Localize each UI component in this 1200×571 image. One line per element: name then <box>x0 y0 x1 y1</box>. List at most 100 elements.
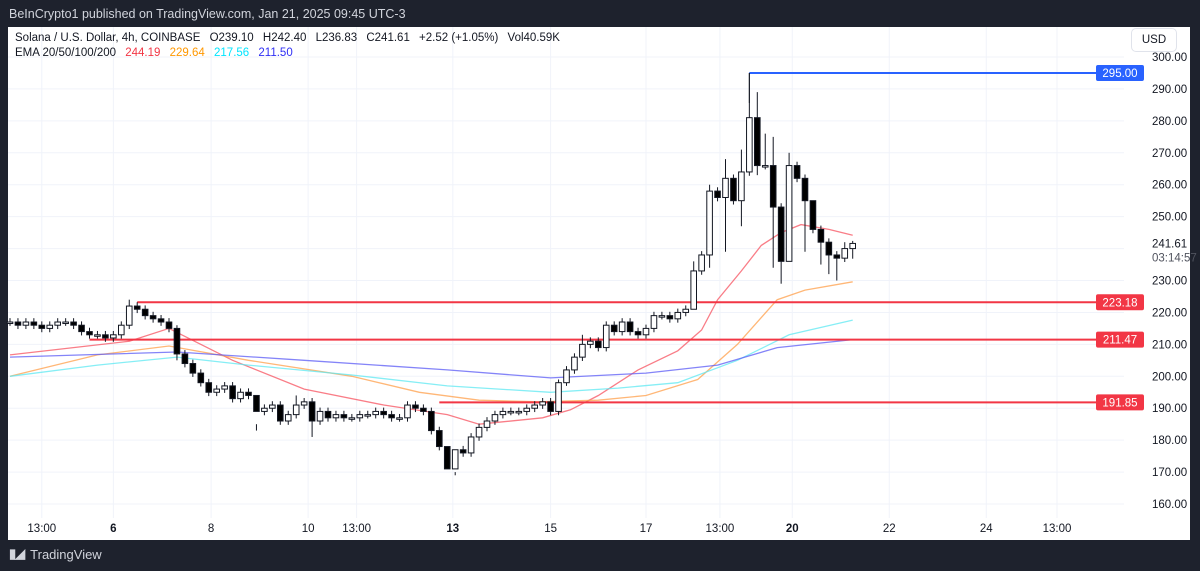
candle-down <box>825 241 833 256</box>
y-tick-label: 180.00 <box>1152 435 1187 447</box>
candle-up <box>602 324 610 349</box>
candle-down <box>443 446 451 470</box>
candle-down <box>189 363 197 374</box>
x-tick-label: 20 <box>786 523 799 535</box>
candle-up <box>261 407 268 412</box>
price-level-label: 295.00 <box>1102 68 1137 80</box>
y-tick-label: 230.00 <box>1152 276 1187 288</box>
candle-up <box>555 382 562 412</box>
candle-down <box>666 315 674 320</box>
legend-change: +2.52 (+1.05%) <box>419 32 499 44</box>
candle-up <box>523 407 531 412</box>
ema-line-ema20 <box>9 223 853 425</box>
x-tick-label: 8 <box>208 523 214 535</box>
candle-up <box>94 334 101 337</box>
chart-panel[interactable] <box>8 27 1190 540</box>
y-tick-label: 160.00 <box>1152 499 1187 511</box>
candle-down <box>714 190 721 198</box>
candle-up <box>515 410 523 414</box>
candle-down <box>141 308 149 317</box>
candle-up <box>571 356 578 371</box>
candle-up <box>618 321 626 333</box>
ema50-value: 229.64 <box>169 47 205 59</box>
candle-down <box>833 254 841 259</box>
x-tick-label: 24 <box>980 523 993 535</box>
currency-button[interactable]: USD <box>1131 28 1177 52</box>
candle-up <box>563 369 570 384</box>
candle-up <box>221 385 228 390</box>
legend-low: L236.83 <box>315 32 358 44</box>
candle-down <box>420 407 427 412</box>
candle-up <box>499 410 507 416</box>
candle-up <box>706 190 713 256</box>
candle-down <box>777 206 785 262</box>
price-level-label: 211.47 <box>1103 335 1137 347</box>
candle-down <box>547 401 554 412</box>
candle-up <box>738 171 745 202</box>
candle-down <box>308 401 316 422</box>
legend-symbol: Solana / U.S. Dollar, 4h, COINBASE <box>15 32 201 44</box>
candle-up <box>348 417 356 420</box>
candle-down <box>809 200 817 230</box>
y-tick-label: 280.00 <box>1152 116 1187 128</box>
candle-up <box>650 315 658 329</box>
last-price-label: 241.61 <box>1152 238 1187 250</box>
candle-up <box>674 311 682 320</box>
candle-up <box>62 321 69 325</box>
ema20-value: 244.19 <box>125 47 161 59</box>
candle-up <box>125 305 133 326</box>
ema100-value: 217.56 <box>214 47 250 59</box>
candle-up <box>539 401 546 406</box>
candle-down <box>205 382 213 393</box>
candle-down <box>165 321 173 329</box>
y-tick-label: 210.00 <box>1152 339 1187 351</box>
candle-up <box>6 321 14 325</box>
candle-up <box>761 165 769 168</box>
tradingview-logo-icon: ▮◢ <box>9 546 25 561</box>
candle-up <box>722 177 729 198</box>
candle-down <box>793 165 801 179</box>
candle-up <box>785 165 793 262</box>
candle-up <box>364 414 372 417</box>
candle-down <box>197 372 205 384</box>
x-tick-label: 6 <box>110 523 116 535</box>
candle-up <box>483 420 491 428</box>
y-tick-label: 200.00 <box>1152 371 1187 383</box>
y-tick-label: 260.00 <box>1152 180 1187 192</box>
candle-up <box>642 327 650 336</box>
candle-up <box>475 426 483 438</box>
candle-up <box>292 404 300 416</box>
legend-volume: Vol40.59K <box>507 32 560 44</box>
candle-down <box>340 414 348 419</box>
candle-down <box>133 305 141 310</box>
candle-down <box>428 410 435 432</box>
candle-up <box>698 254 705 272</box>
x-tick-label: 13:00 <box>342 523 371 535</box>
candle-up <box>579 343 586 358</box>
candle-down <box>801 177 809 202</box>
price-level-badge <box>1096 331 1144 348</box>
candle-down <box>38 324 46 329</box>
candle-up <box>531 404 539 409</box>
x-tick-label: 10 <box>302 523 315 535</box>
candle-down <box>86 331 93 336</box>
x-tick-label: 13:00 <box>706 523 735 535</box>
candle-up <box>284 414 292 422</box>
candle-up <box>54 321 62 326</box>
y-tick-label: 290.00 <box>1152 84 1187 96</box>
candle-up <box>22 321 30 326</box>
candle-down <box>324 410 332 419</box>
candle-down <box>245 391 252 396</box>
ema-label: EMA 20/50/100/200 <box>15 47 117 59</box>
candle-down <box>754 117 761 167</box>
publisher-caption: BeInCrypto1 published on TradingView.com… <box>9 7 406 21</box>
candle-down <box>173 327 181 355</box>
candle-up <box>682 308 690 313</box>
candle-down <box>380 410 387 416</box>
candle-up <box>356 414 364 419</box>
candle-up <box>690 270 698 310</box>
candle-up <box>451 449 459 470</box>
bar-countdown: 03:14:57 <box>1152 252 1197 264</box>
candle-down <box>181 353 189 365</box>
